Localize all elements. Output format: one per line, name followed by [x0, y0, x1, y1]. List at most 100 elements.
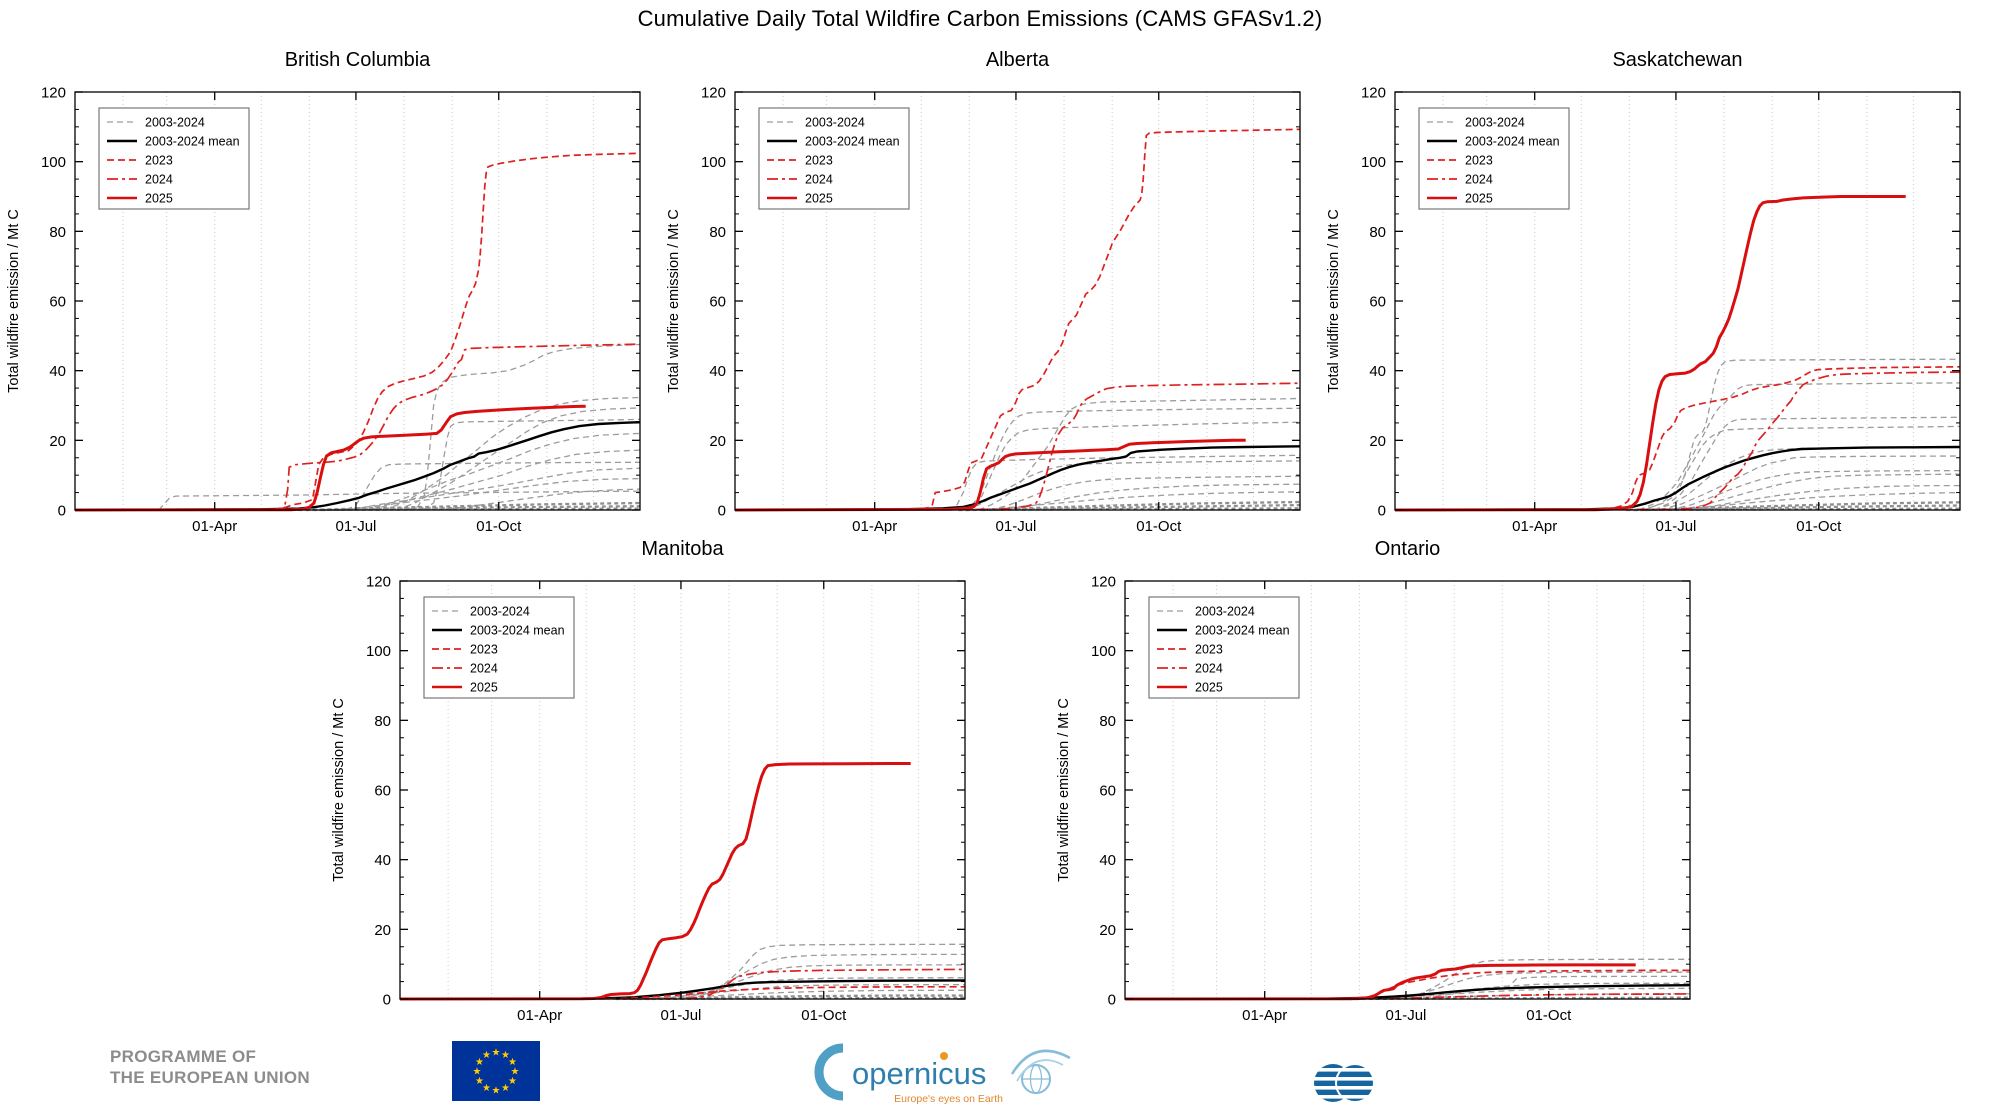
- y-tick-label: 100: [701, 154, 726, 171]
- legend-label: 2003-2024: [1195, 605, 1255, 619]
- legend-label: 2003-2024 mean: [470, 624, 565, 638]
- series-hist-b: [406, 343, 641, 511]
- series-2025: [1124, 963, 1636, 1001]
- y-tick-label: 20: [49, 433, 66, 450]
- y-tick-label: 60: [1369, 294, 1386, 311]
- series-hist-a: [1407, 958, 1690, 1000]
- legend-box: [1418, 107, 1570, 210]
- y-tick-label: 120: [1361, 85, 1386, 102]
- y-tick-label: 80: [709, 224, 726, 241]
- y-tick-label: 20: [709, 433, 726, 450]
- subplot-title: Alberta: [986, 49, 1050, 71]
- x-tick-label: 01-Apr: [852, 518, 897, 535]
- series-hist-g: [1669, 469, 1961, 511]
- eu-star-icon: ★: [492, 1086, 501, 1097]
- y-tick-label: 40: [1369, 363, 1386, 380]
- plot-area: 0 20 40 60 80 100 120 01-Apr 01-Jul 01-Oct Saskatc…: [1326, 49, 1961, 535]
- series-2025: [734, 438, 1246, 512]
- y-axis-label: Total wildfire emission / Mt C: [1056, 698, 1072, 882]
- legend-box: [423, 596, 575, 699]
- y-axis-label: Total wildfire emission / Mt C: [331, 698, 347, 882]
- series-2023: [399, 985, 965, 1000]
- plot-area: 0 20 40 60 80 100 120 01-Apr 01-Jul 01-Oct Manitob…: [331, 538, 966, 1024]
- series-hist-f: [1660, 455, 1961, 511]
- series-2003-2024 mean: [734, 445, 1301, 512]
- eu-star-icon: ★: [492, 1048, 501, 1059]
- eu-star-icon: ★: [511, 1067, 520, 1078]
- eu-star-icon: ★: [501, 1083, 510, 1094]
- y-axis-label: Total wildfire emission / Mt C: [6, 209, 22, 393]
- legend-label: 2003-2024: [470, 605, 530, 619]
- series-hist-a: [158, 490, 641, 511]
- series-hist-f: [989, 475, 1301, 511]
- series-hist-f: [628, 989, 965, 1000]
- y-tick-label: 20: [374, 922, 391, 939]
- series-band-1: [615, 994, 965, 1001]
- series-2024: [734, 382, 1301, 511]
- legend: 2003-2024 2003-2024 mean 2023 2024 2025: [98, 107, 250, 210]
- eu-programme-line2: THE EUROPEAN UNION: [110, 1068, 310, 1087]
- atmosphere-monitoring-globe-icon: [1010, 1049, 1071, 1094]
- y-axis-label: Total wildfire emission / Mt C: [666, 209, 682, 393]
- y-tick-label: 100: [366, 643, 391, 660]
- eu-star-icon: ★: [508, 1057, 517, 1068]
- eu-star-icon: ★: [482, 1050, 491, 1061]
- y-tick-label: 20: [1369, 433, 1386, 450]
- legend-label: 2003-2024: [805, 116, 865, 130]
- subplot-title: British Columbia: [285, 49, 431, 71]
- copernicus-wordmark: opernicus: [852, 1056, 986, 1091]
- y-tick-label: 0: [1378, 503, 1386, 520]
- logo-footer: ★ ★ ★ ★ ★ ★ ★ ★ ★ ★ ★ ★ PROGRAMME OF THE EUROPEAN U…: [0, 1030, 2000, 1110]
- x-tick-label: 01-Oct: [1526, 1007, 1572, 1024]
- y-tick-label: 40: [1099, 852, 1116, 869]
- series-hist-e: [966, 460, 1301, 511]
- legend-label: 2003-2024 mean: [145, 135, 240, 149]
- subplot-title: Ontario: [1375, 538, 1441, 560]
- figure-title: Cumulative Daily Total Wildfire Carbon E…: [637, 6, 1323, 31]
- y-tick-label: 120: [701, 85, 726, 102]
- legend-label: 2023: [805, 154, 833, 168]
- y-tick-label: 100: [1091, 643, 1116, 660]
- eu-star-icon: ★: [508, 1076, 517, 1087]
- series-hist-e: [643, 984, 965, 1000]
- subplot-title: Saskatchewan: [1612, 49, 1742, 71]
- y-tick-label: 20: [1099, 922, 1116, 939]
- series-hist-g: [365, 432, 641, 511]
- x-tick-label: 01-Apr: [517, 1007, 562, 1024]
- series-band-2: [321, 505, 641, 512]
- x-tick-label: 01-Apr: [1512, 518, 1557, 535]
- legend: 2003-2024 2003-2024 mean 2023 2024 2025: [1148, 596, 1300, 699]
- series-hist-b: [965, 421, 1301, 511]
- eu-star-icon: ★: [482, 1083, 491, 1094]
- copernicus-tagline: Europe's eyes on Earth: [894, 1093, 1003, 1105]
- series-2024: [1394, 371, 1961, 511]
- eu-star-icon: ★: [475, 1057, 484, 1068]
- copernicus-logo: opernicus Europe's eyes on Earth: [814, 1043, 1003, 1105]
- legend-box: [1148, 596, 1300, 699]
- legend-label: 2024: [1465, 173, 1493, 187]
- chart-ontario: 0 20 40 60 80 100 120 01-Apr 01-Jul 01-Oct Ontario…: [1056, 538, 1691, 1024]
- y-tick-label: 40: [709, 363, 726, 380]
- eu-programme-line1: PROGRAMME OF: [110, 1047, 257, 1066]
- series-hist-j: [1669, 491, 1961, 511]
- series-2003-2024 mean: [1124, 984, 1691, 1001]
- chart-manitoba: 0 20 40 60 80 100 120 01-Apr 01-Jul 01-Oct Manitob…: [331, 538, 966, 1024]
- plot-area: 0 20 40 60 80 100 120 01-Apr 01-Jul 01-Oct British…: [6, 49, 641, 535]
- y-tick-label: 60: [1099, 783, 1116, 800]
- chart-saskatchewan: 0 20 40 60 80 100 120 01-Apr 01-Jul 01-Oct Saskatc…: [1326, 49, 1961, 535]
- x-tick-label: 01-Apr: [192, 518, 237, 535]
- legend-label: 2003-2024: [145, 116, 205, 130]
- series-hist-d: [1644, 425, 1961, 511]
- series-2003-2024 mean: [1394, 445, 1961, 512]
- legend: 2003-2024 2003-2024 mean 2023 2024 2025: [758, 107, 910, 210]
- legend-label: 2025: [805, 192, 833, 206]
- y-tick-label: 80: [1099, 713, 1116, 730]
- series-hist-h: [371, 449, 641, 511]
- series-hist-i: [1685, 484, 1960, 511]
- x-tick-label: 01-Oct: [1136, 518, 1182, 535]
- y-tick-label: 0: [1108, 992, 1116, 1009]
- eu-flag-logo: ★ ★★★★★★★★★★★: [452, 1041, 540, 1101]
- eu-star-icon: ★: [473, 1067, 482, 1078]
- x-tick-label: 01-Oct: [801, 1007, 847, 1024]
